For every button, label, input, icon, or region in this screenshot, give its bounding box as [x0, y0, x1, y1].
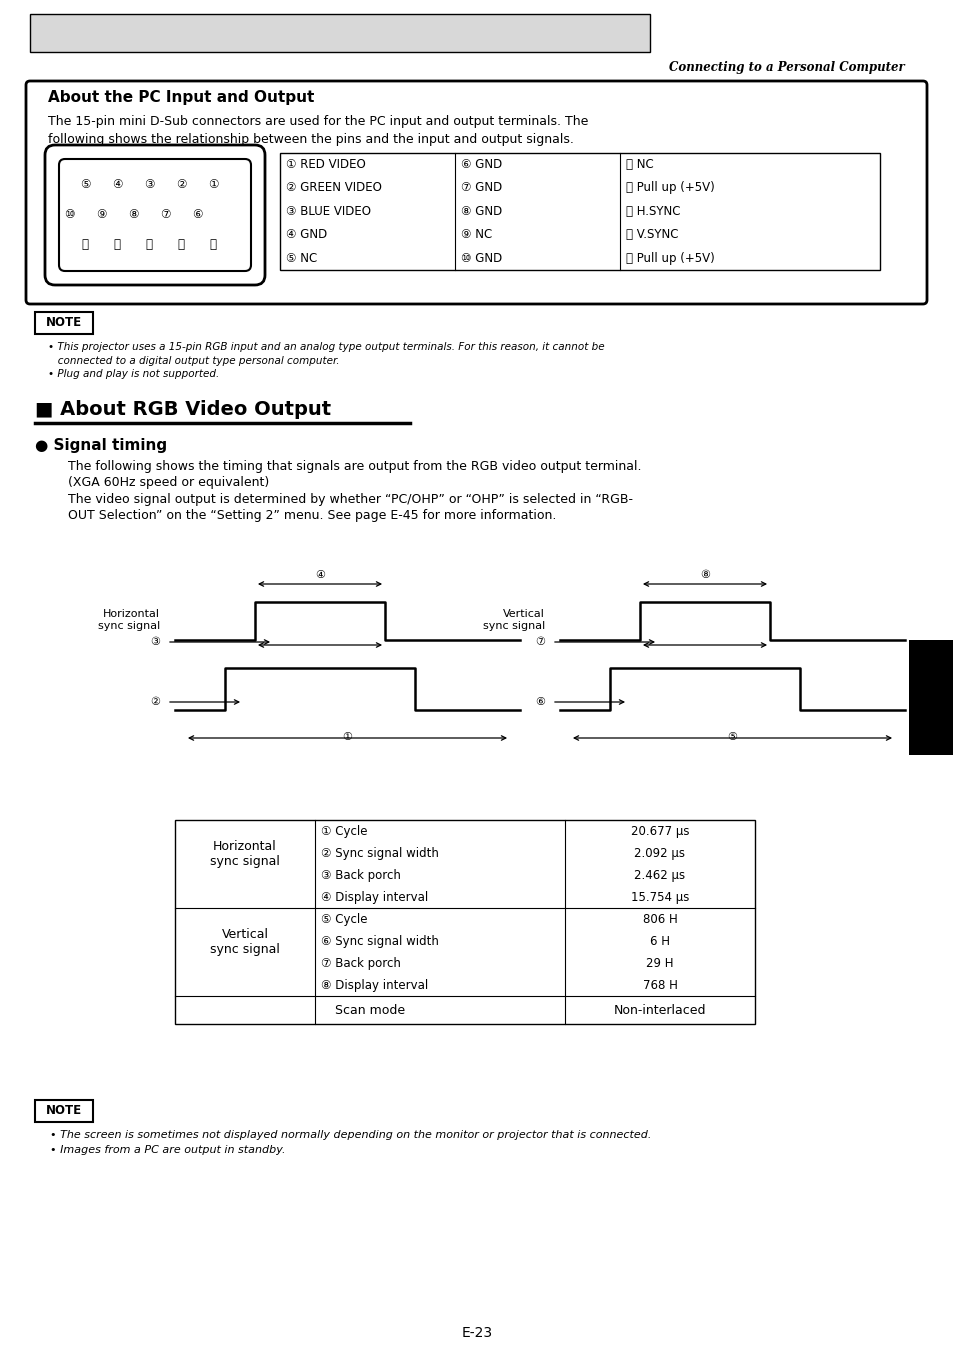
- Bar: [35, 1100, 92, 1122]
- FancyBboxPatch shape: [26, 81, 926, 305]
- Text: NOTE: NOTE: [46, 315, 82, 329]
- Text: ⑤ NC: ⑤ NC: [286, 252, 317, 264]
- Text: ⑭: ⑭: [113, 239, 120, 252]
- Text: ②: ②: [150, 697, 160, 706]
- Text: ⑬ H.SYNC: ⑬ H.SYNC: [625, 205, 679, 218]
- Bar: [174, 820, 754, 1024]
- Text: ⑥ Sync signal width: ⑥ Sync signal width: [320, 936, 438, 948]
- Text: 6 H: 6 H: [649, 936, 669, 948]
- Text: E-23: E-23: [461, 1326, 492, 1340]
- Text: ⑮: ⑮: [81, 239, 89, 252]
- Text: ①: ①: [208, 178, 218, 191]
- Text: OUT Selection” on the “Setting 2” menu. See page E-45 for more information.: OUT Selection” on the “Setting 2” menu. …: [68, 510, 556, 522]
- Text: ⑤ Cycle: ⑤ Cycle: [320, 913, 367, 926]
- Text: The 15-pin mini D-Sub connectors are used for the PC input and output terminals.: The 15-pin mini D-Sub connectors are use…: [48, 115, 588, 128]
- Text: ① RED VIDEO: ① RED VIDEO: [286, 158, 365, 171]
- Text: Horizontal
sync signal: Horizontal sync signal: [97, 609, 160, 631]
- Text: ④: ④: [314, 570, 325, 580]
- Text: ⑫: ⑫: [177, 239, 184, 252]
- Text: ⑧: ⑧: [700, 570, 709, 580]
- Text: • This projector uses a 15-pin RGB input and an analog type output terminals. Fo: • This projector uses a 15-pin RGB input…: [48, 342, 604, 352]
- Text: ②: ②: [175, 178, 186, 191]
- Text: • Images from a PC are output in standby.: • Images from a PC are output in standby…: [50, 1144, 285, 1155]
- Text: ①: ①: [341, 732, 352, 741]
- Text: ④ Display interval: ④ Display interval: [320, 891, 428, 905]
- Text: ⑨: ⑨: [95, 209, 106, 221]
- Text: Horizontal
sync signal: Horizontal sync signal: [210, 840, 279, 868]
- Text: 2.092 μs: 2.092 μs: [634, 847, 685, 860]
- Text: ⑭ V.SYNC: ⑭ V.SYNC: [625, 228, 678, 241]
- Text: ⑤: ⑤: [726, 732, 737, 741]
- Text: Scan mode: Scan mode: [335, 1004, 405, 1016]
- Text: Non-interlaced: Non-interlaced: [613, 1004, 705, 1016]
- Text: 15.754 μs: 15.754 μs: [630, 891, 688, 905]
- Text: Vertical
sync signal: Vertical sync signal: [210, 927, 279, 956]
- Text: ⑥ GND: ⑥ GND: [460, 158, 501, 171]
- Text: ⑪ NC: ⑪ NC: [625, 158, 653, 171]
- Text: ④: ④: [112, 178, 122, 191]
- Text: ⑧ GND: ⑧ GND: [460, 205, 501, 218]
- Text: ① Cycle: ① Cycle: [320, 825, 367, 838]
- Text: ③: ③: [144, 178, 154, 191]
- Text: ⑧ Display interval: ⑧ Display interval: [320, 979, 428, 992]
- FancyBboxPatch shape: [59, 159, 251, 271]
- Text: • The screen is sometimes not displayed normally depending on the monitor or pro: • The screen is sometimes not displayed …: [50, 1130, 651, 1140]
- Text: ● Signal timing: ● Signal timing: [35, 438, 167, 453]
- Text: • Plug and play is not supported.: • Plug and play is not supported.: [48, 369, 219, 379]
- Bar: [30, 13, 649, 53]
- Text: The following shows the timing that signals are output from the RGB video output: The following shows the timing that sign…: [68, 460, 640, 473]
- Text: ④ GND: ④ GND: [286, 228, 327, 241]
- Text: 2.462 μs: 2.462 μs: [634, 869, 685, 882]
- Text: ③: ③: [150, 638, 160, 647]
- Text: ⑦ Back porch: ⑦ Back porch: [320, 957, 400, 971]
- Text: 806 H: 806 H: [642, 913, 677, 926]
- Text: About the PC Input and Output: About the PC Input and Output: [48, 90, 314, 105]
- Text: ⑥: ⑥: [535, 697, 544, 706]
- Text: ⑩: ⑩: [64, 209, 74, 221]
- FancyBboxPatch shape: [45, 146, 265, 284]
- Text: ③ Back porch: ③ Back porch: [320, 869, 400, 882]
- Text: ⑦: ⑦: [535, 638, 544, 647]
- Text: ⑪: ⑪: [210, 239, 216, 252]
- Text: The video signal output is determined by whether “PC/OHP” or “OHP” is selected i: The video signal output is determined by…: [68, 493, 633, 506]
- Text: ② GREEN VIDEO: ② GREEN VIDEO: [286, 182, 381, 194]
- Text: ■ About RGB Video Output: ■ About RGB Video Output: [35, 400, 331, 419]
- Bar: [280, 154, 879, 270]
- Text: ⑧: ⑧: [128, 209, 138, 221]
- Text: Connecting to a Personal Computer: Connecting to a Personal Computer: [669, 62, 904, 74]
- Text: ⑤: ⑤: [80, 178, 91, 191]
- Text: ⑦: ⑦: [159, 209, 170, 221]
- Text: (XGA 60Hz speed or equivalent): (XGA 60Hz speed or equivalent): [68, 476, 269, 489]
- Text: NOTE: NOTE: [46, 1104, 82, 1117]
- Text: ⑥: ⑥: [192, 209, 202, 221]
- Text: ⑨ NC: ⑨ NC: [460, 228, 492, 241]
- Text: ⑩ GND: ⑩ GND: [460, 252, 501, 264]
- Text: ⑮ Pull up (+5V): ⑮ Pull up (+5V): [625, 252, 714, 264]
- Text: 20.677 μs: 20.677 μs: [630, 825, 688, 838]
- Text: ③ BLUE VIDEO: ③ BLUE VIDEO: [286, 205, 371, 218]
- Text: 29 H: 29 H: [645, 957, 673, 971]
- Bar: [35, 311, 92, 334]
- Text: ② Sync signal width: ② Sync signal width: [320, 847, 438, 860]
- Bar: [908, 640, 953, 755]
- Text: ⑫ Pull up (+5V): ⑫ Pull up (+5V): [625, 182, 714, 194]
- Text: 768 H: 768 H: [642, 979, 677, 992]
- Text: ⑦ GND: ⑦ GND: [460, 182, 501, 194]
- Text: following shows the relationship between the pins and the input and output signa: following shows the relationship between…: [48, 133, 574, 146]
- Text: ⑬: ⑬: [146, 239, 152, 252]
- Text: connected to a digital output type personal computer.: connected to a digital output type perso…: [48, 356, 339, 365]
- Text: Vertical
sync signal: Vertical sync signal: [482, 609, 544, 631]
